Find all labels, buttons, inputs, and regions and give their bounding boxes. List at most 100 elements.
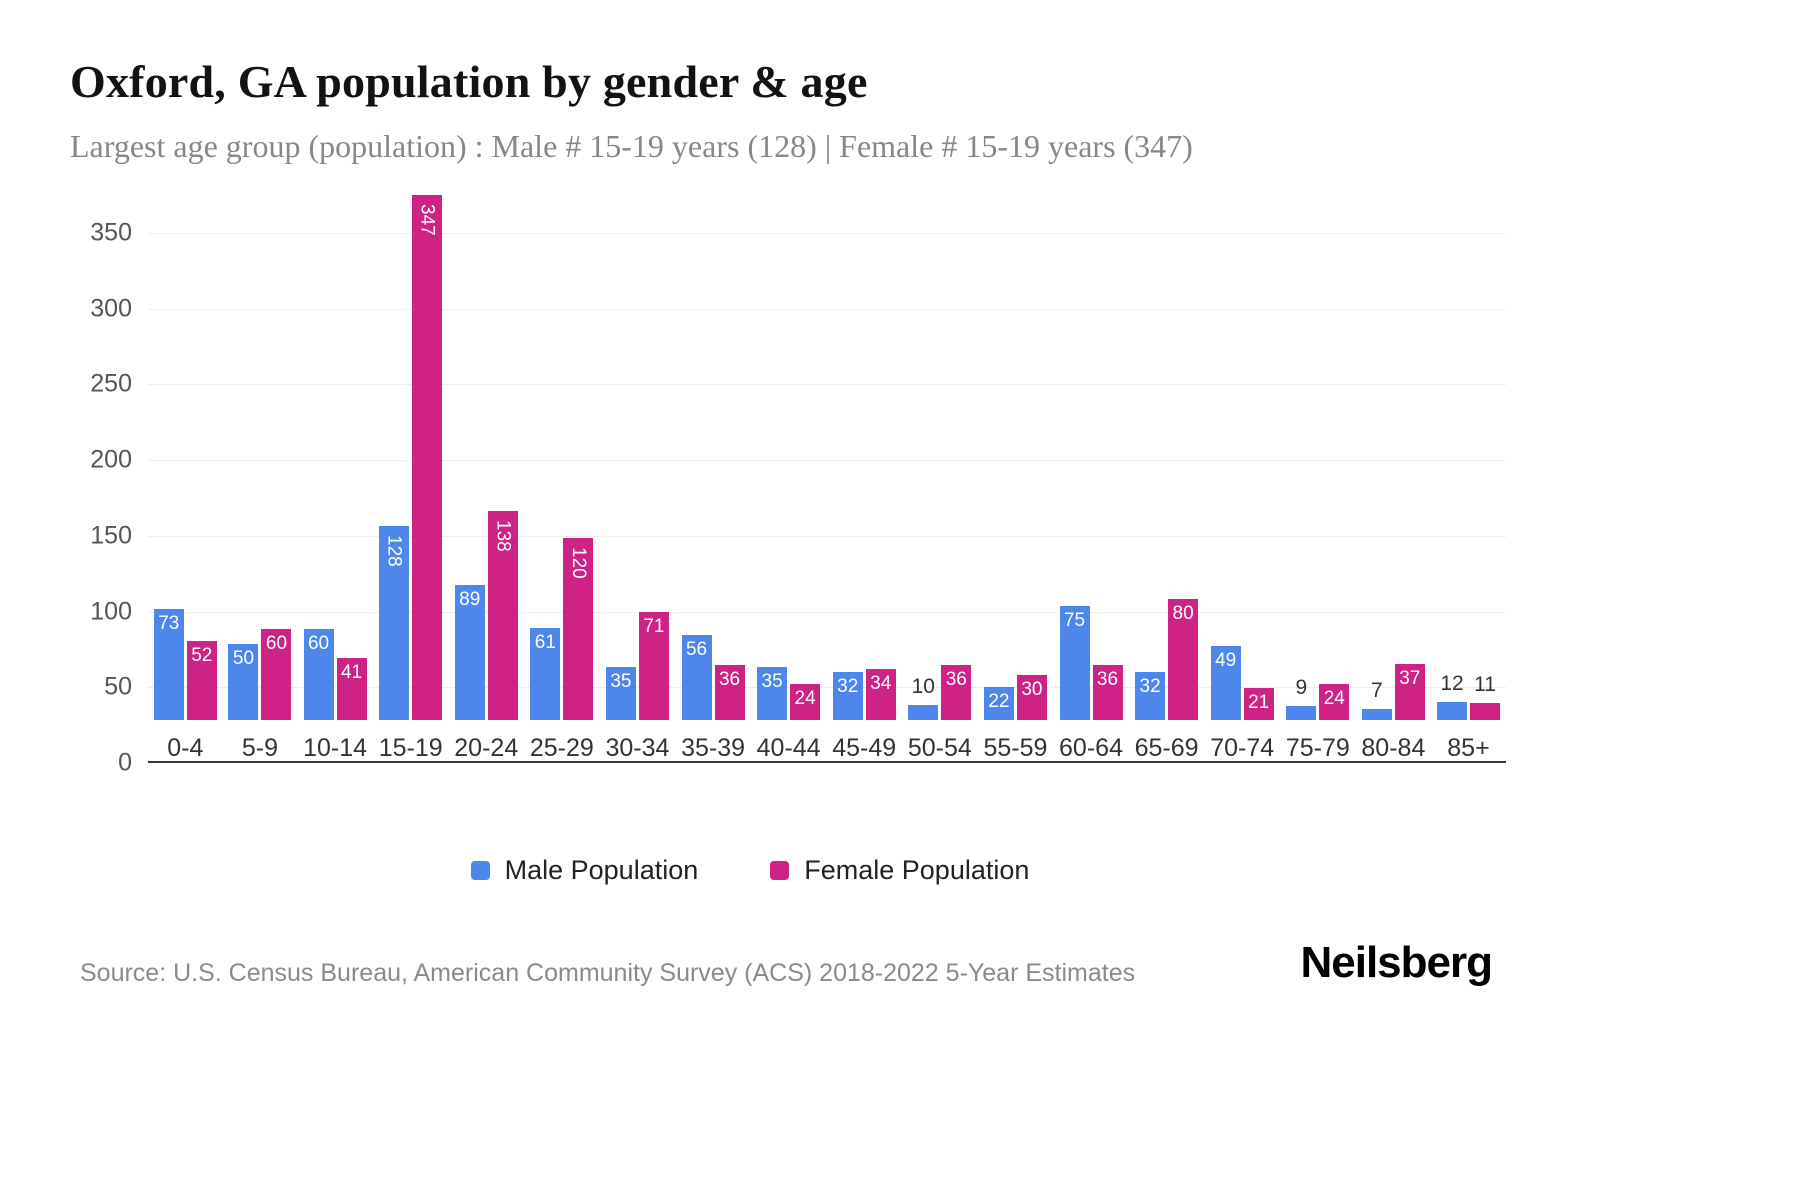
bar-group: 56 36 35-39 <box>681 190 745 763</box>
bar-group: 49 21 70-74 <box>1210 190 1274 763</box>
bar-pair: 61 120 <box>530 190 594 720</box>
gridline <box>148 308 1506 310</box>
bar-value-label: 89 <box>459 589 481 610</box>
male-swatch-icon <box>470 861 490 880</box>
bar-pair: 89 138 <box>454 190 518 720</box>
bar-male[interactable]: 73 <box>153 609 184 720</box>
bar-value-label: 36 <box>1096 669 1119 690</box>
bar-female[interactable]: 52 <box>186 641 217 720</box>
bar-pair: 32 34 <box>832 190 896 720</box>
bar-value-label: 32 <box>1139 676 1161 697</box>
bar-group: 12 11 85+ <box>1437 190 1500 763</box>
bar-group: 73 52 0-4 <box>153 190 217 763</box>
bar-female[interactable]: 21 <box>1243 688 1274 720</box>
chart-title: Oxford, GA population by gender & age <box>70 56 868 107</box>
x-tick-label: 50-54 <box>907 734 972 762</box>
x-tick-label: 55-59 <box>983 734 1048 762</box>
x-tick-label: 40-44 <box>756 734 821 762</box>
bar-value-label: 36 <box>945 669 967 690</box>
x-tick-label: 15-19 <box>378 734 443 762</box>
bar-female[interactable]: 30 <box>1016 675 1047 720</box>
bar-female[interactable]: 36 <box>714 665 745 720</box>
bar-value-label: 49 <box>1215 650 1237 671</box>
x-tick-label: 80-84 <box>1361 734 1426 762</box>
bar-male[interactable]: 35 <box>605 667 636 720</box>
bar-male[interactable]: 56 <box>681 635 712 720</box>
bar-pair: 32 80 <box>1135 190 1199 720</box>
bar-male[interactable]: 32 <box>1135 672 1166 720</box>
y-axis: 0 50 100 150 200 250 300 350 <box>70 219 148 777</box>
bar-male[interactable]: 35 <box>757 667 788 720</box>
bar-female[interactable]: 347 <box>412 195 443 720</box>
bar-value-label: 21 <box>1248 692 1270 713</box>
plot-area: 73 52 0-4 50 60 5-9 60 41 10-14 128 347 15-19 89 138 2… <box>148 195 1506 763</box>
bar-male[interactable]: 32 <box>832 672 863 720</box>
x-tick-label: 20-24 <box>454 734 519 762</box>
bar-male[interactable]: 7 <box>1361 680 1392 720</box>
bar-female[interactable]: 138 <box>487 511 518 720</box>
x-tick-label: 0-4 <box>167 734 204 762</box>
bar-male[interactable]: 12 <box>1437 673 1467 720</box>
bar-pair: 56 36 <box>681 190 745 720</box>
gridline <box>148 384 1506 386</box>
legend-item-male[interactable]: Male Population <box>470 855 699 886</box>
bar-female[interactable]: 120 <box>563 538 594 720</box>
bar-female[interactable]: 34 <box>865 669 896 720</box>
bar-female[interactable]: 37 <box>1394 664 1425 720</box>
bar-value-label: 24 <box>794 688 816 709</box>
x-tick-label: 35-39 <box>681 734 746 762</box>
gridline <box>148 687 1506 689</box>
bar-value-label: 22 <box>988 691 1010 712</box>
bar-value-label: 30 <box>1021 679 1043 700</box>
bar-female[interactable]: 36 <box>941 665 972 720</box>
x-tick-label: 65-69 <box>1134 734 1199 762</box>
bar-male[interactable]: 89 <box>454 585 485 720</box>
y-tick-label: 0 <box>118 748 132 777</box>
bar-male[interactable]: 128 <box>379 526 410 720</box>
legend-label-female: Female Population <box>804 855 1030 885</box>
bar-male[interactable]: 9 <box>1286 677 1317 720</box>
bar-group: 75 36 60-64 <box>1059 190 1123 763</box>
bar-value-label: 35 <box>610 671 632 692</box>
bar-female[interactable]: 24 <box>790 684 821 720</box>
bar-male[interactable]: 50 <box>228 644 259 720</box>
bar-value-label: 347 <box>416 204 438 236</box>
brand-logo[interactable]: Neilsberg <box>1300 938 1493 987</box>
bar-value-label: 34 <box>870 673 892 694</box>
bar-value-label: 60 <box>265 633 288 654</box>
bar-male[interactable]: 75 <box>1059 606 1090 720</box>
bar-pair: 73 52 <box>153 190 217 720</box>
bar-female[interactable]: 11 <box>1470 674 1500 720</box>
bar-value-label: 73 <box>158 613 180 634</box>
bar-pair: 75 36 <box>1059 190 1123 720</box>
bar-pair: 35 24 <box>757 190 821 720</box>
bar-male[interactable]: 61 <box>530 628 561 720</box>
bar-group: 10 36 50-54 <box>908 190 972 763</box>
bar-female[interactable]: 41 <box>336 658 367 720</box>
bar-group: 32 34 45-49 <box>832 190 896 763</box>
bar-female[interactable]: 36 <box>1092 665 1123 720</box>
bar-value-label: 61 <box>534 632 556 653</box>
bar-male[interactable]: 10 <box>908 676 939 720</box>
bar-female[interactable]: 60 <box>261 629 292 720</box>
bar-value-label: 80 <box>1172 603 1194 624</box>
bar-group: 50 60 5-9 <box>228 190 292 763</box>
bar-pair: 7 37 <box>1361 190 1425 720</box>
bar-value-label: 12 <box>1440 672 1464 695</box>
bar-male[interactable]: 22 <box>983 687 1014 720</box>
legend-item-female[interactable]: Female Population <box>770 855 1029 886</box>
bar-value-label: 128 <box>383 535 405 567</box>
x-tick-label: 70-74 <box>1210 734 1275 762</box>
y-tick-label: 250 <box>90 369 132 398</box>
bar-male[interactable]: 60 <box>303 629 334 720</box>
bar-male[interactable]: 49 <box>1210 646 1241 720</box>
bar-female[interactable]: 80 <box>1168 599 1199 720</box>
y-tick-label: 50 <box>104 672 132 701</box>
bar-pair: 60 41 <box>303 190 367 720</box>
bar-chart: 0 50 100 150 200 250 300 350 73 52 0-4 50 60 5-9 60 41… <box>70 195 1800 777</box>
bar-group: 60 41 10-14 <box>303 190 367 763</box>
legend-label-male: Male Population <box>504 855 699 885</box>
bar-female[interactable]: 71 <box>638 612 669 720</box>
bar-pair: 50 60 <box>228 190 292 720</box>
bar-female[interactable]: 24 <box>1319 684 1350 720</box>
